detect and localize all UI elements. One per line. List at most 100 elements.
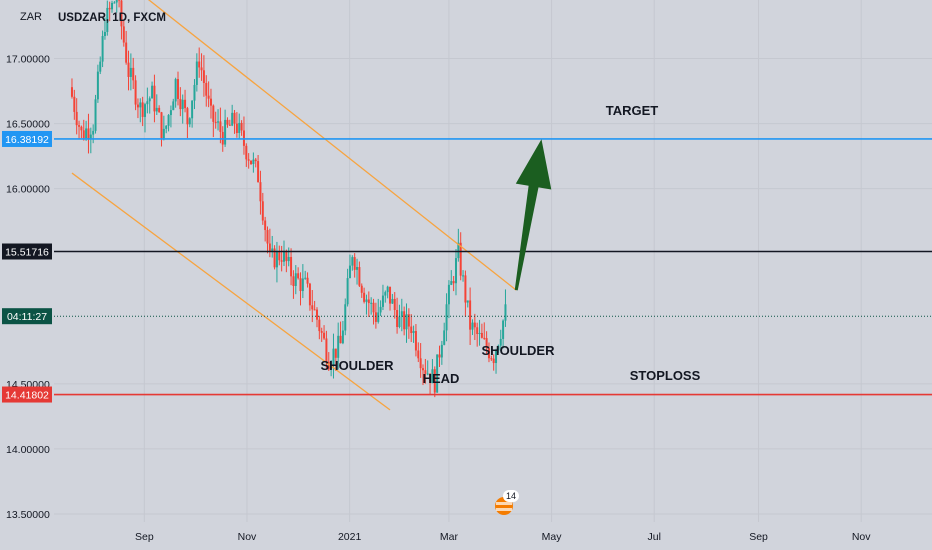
candle-body [323, 332, 326, 339]
candle-body [207, 95, 210, 99]
candle-body [115, 0, 118, 3]
candle-body [129, 67, 132, 77]
candle-body [341, 330, 344, 344]
candle-body [372, 302, 375, 313]
candle-body [162, 128, 165, 139]
candle-body [365, 299, 368, 302]
candle-body [346, 278, 349, 305]
candle-body [497, 345, 500, 351]
candle-body [75, 111, 78, 126]
candle-body [224, 119, 227, 145]
candle-body [478, 332, 481, 335]
candle-body [325, 338, 328, 362]
time-tick-label: Mar [440, 531, 459, 543]
candle-body [134, 80, 137, 105]
candle-body [176, 79, 179, 99]
level-price-tag[interactable]: 15.51716 [5, 247, 49, 259]
candle-body [273, 248, 276, 268]
candle-body [436, 354, 439, 393]
candle-body [422, 368, 425, 371]
candle-body [101, 36, 104, 62]
time-tick-label: May [542, 531, 563, 543]
candle-body [226, 119, 229, 125]
candle-body [502, 320, 505, 339]
candle-body [294, 273, 297, 286]
candle-body [132, 67, 135, 81]
candle-body [403, 311, 406, 330]
candle-body [381, 295, 384, 307]
bar-countdown-tag[interactable]: 04:11:27 [7, 311, 47, 323]
candle-body [480, 332, 483, 338]
level-price-tag[interactable]: 14.41802 [5, 390, 49, 402]
candle-body [209, 98, 212, 106]
candle-body [476, 327, 479, 335]
candle-body [495, 350, 498, 364]
candle-body [219, 121, 222, 132]
candle-body [254, 159, 257, 162]
candle-body [445, 304, 448, 331]
level-price-tag[interactable]: 16.38192 [5, 134, 49, 146]
candle-body [108, 7, 111, 10]
level-price-tag-bg [2, 386, 52, 403]
candle-body [94, 99, 97, 131]
candle-body [153, 85, 156, 112]
candle-body [320, 331, 323, 333]
candle-body [374, 312, 377, 322]
annotations: TARGET STOPLOSS SHOULDER HEAD SHOULDER [321, 103, 701, 386]
candle-body [469, 300, 472, 330]
candle-body [311, 305, 314, 310]
candle-body [172, 101, 175, 111]
price-axis-bg [0, 0, 54, 550]
candle-body [205, 82, 208, 96]
candle-body [318, 319, 321, 332]
candle-body [87, 128, 90, 139]
candle-body [344, 304, 347, 331]
candle-body [250, 160, 253, 165]
candle-body [407, 314, 410, 327]
candle-body [193, 84, 196, 101]
time-tick-label: Jul [647, 531, 660, 543]
candle-body [487, 348, 490, 359]
candle-body [419, 358, 422, 369]
candle-body [285, 251, 288, 262]
candle-body [85, 128, 88, 139]
candle-body [464, 275, 467, 303]
event-count: 14 [506, 491, 516, 501]
candle-body [120, 0, 123, 27]
time-axis[interactable]: Sep Nov 2021 Mar May Jul Sep Nov [135, 531, 871, 543]
candles [70, 0, 507, 398]
candle-body [146, 101, 149, 105]
candle-body [315, 309, 318, 320]
candle-body [118, 0, 121, 1]
candle-body [499, 338, 502, 346]
candle-body [283, 251, 286, 262]
candle-body [212, 105, 215, 122]
candle-body [264, 220, 267, 231]
candle-body [144, 104, 147, 117]
candle-body [332, 348, 335, 365]
event-icon-stripe [496, 502, 512, 505]
candle-body [78, 125, 81, 127]
candle-body [304, 277, 307, 279]
candle-body [313, 309, 316, 311]
candle-body [292, 276, 295, 286]
annotation-left-shoulder: SHOULDER [321, 358, 395, 373]
candle-body [195, 61, 198, 85]
price-axis[interactable]: 17.0000016.5000016.0000014.5000014.00000… [0, 0, 54, 550]
candle-body [231, 112, 234, 126]
candle-body [266, 230, 269, 244]
up-arrow-icon [514, 139, 552, 291]
candle-body [174, 79, 177, 102]
candle-body [188, 118, 191, 125]
candle-body [200, 67, 203, 71]
candle-body [99, 61, 102, 72]
candle-body [396, 310, 399, 327]
candle-body [136, 104, 139, 108]
candle-body [238, 122, 241, 133]
horizontal-levels[interactable] [54, 138, 932, 396]
candle-body [358, 267, 361, 286]
candle-body [80, 126, 83, 131]
annotation-right-shoulder: SHOULDER [482, 343, 556, 358]
earnings-event-badge[interactable]: 14 [495, 490, 519, 515]
